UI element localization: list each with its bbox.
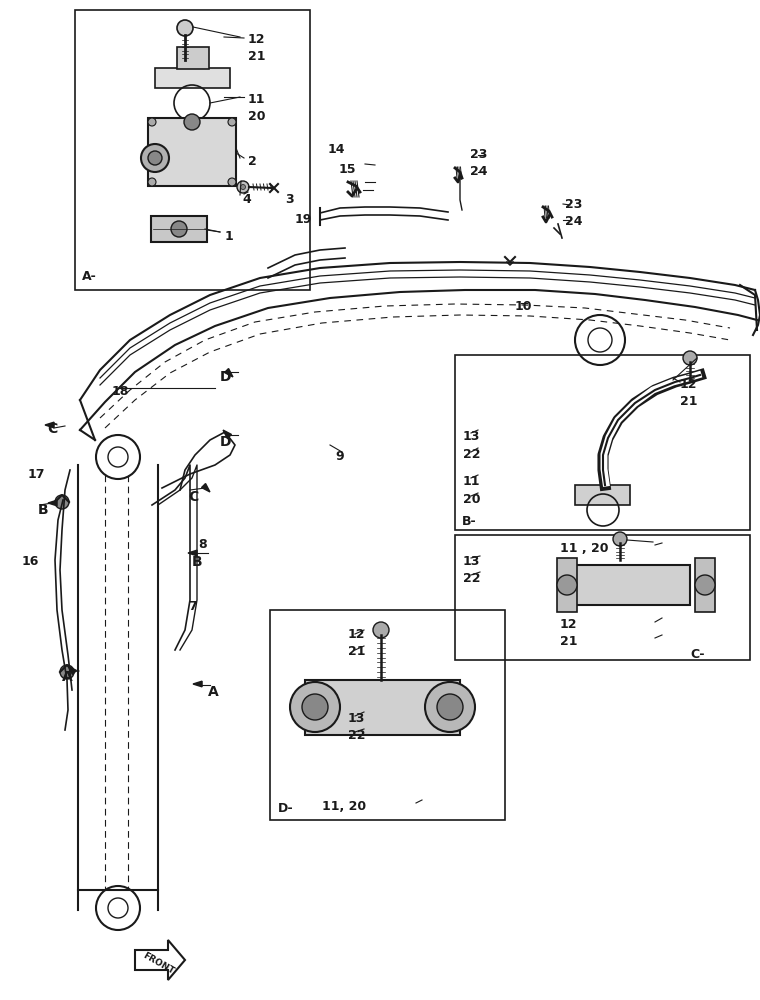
Text: A-: A- — [82, 270, 97, 283]
Text: 4: 4 — [242, 193, 251, 206]
Polygon shape — [135, 940, 185, 980]
Text: 22: 22 — [463, 572, 480, 585]
Text: 17: 17 — [28, 468, 46, 481]
Circle shape — [148, 151, 162, 165]
FancyBboxPatch shape — [148, 118, 236, 186]
FancyBboxPatch shape — [155, 68, 230, 88]
Text: 7: 7 — [188, 600, 197, 613]
Polygon shape — [45, 422, 54, 428]
Text: D: D — [220, 435, 232, 449]
Text: 9: 9 — [335, 450, 344, 463]
Circle shape — [148, 178, 156, 186]
Bar — [270, 610, 505, 820]
Circle shape — [437, 694, 463, 720]
Bar — [455, 535, 750, 660]
Circle shape — [184, 114, 200, 130]
Polygon shape — [193, 681, 202, 687]
Bar — [305, 680, 460, 735]
Text: 21: 21 — [248, 50, 265, 63]
Text: B: B — [192, 555, 203, 569]
Circle shape — [613, 532, 627, 546]
Text: 21: 21 — [680, 395, 698, 408]
Text: 14: 14 — [328, 143, 346, 156]
Text: 19: 19 — [295, 213, 312, 226]
Bar — [695, 558, 715, 612]
Circle shape — [425, 682, 475, 732]
Text: B-: B- — [462, 515, 477, 528]
Circle shape — [171, 221, 187, 237]
Polygon shape — [201, 484, 210, 492]
Bar — [177, 47, 209, 69]
Text: 12: 12 — [560, 618, 578, 631]
Text: 11: 11 — [248, 93, 265, 106]
Text: D: D — [220, 370, 232, 384]
Text: C: C — [47, 422, 57, 436]
Circle shape — [228, 118, 236, 126]
Text: 13: 13 — [463, 555, 480, 568]
Text: 13: 13 — [463, 430, 480, 443]
Text: 15: 15 — [339, 163, 356, 176]
Text: 24: 24 — [470, 165, 487, 178]
Text: 12: 12 — [248, 33, 265, 46]
Circle shape — [60, 665, 74, 679]
Text: 3: 3 — [285, 193, 293, 206]
Text: 12: 12 — [680, 378, 698, 391]
Text: 12: 12 — [348, 628, 366, 641]
Polygon shape — [224, 369, 233, 377]
Text: A: A — [208, 685, 219, 699]
Circle shape — [148, 118, 156, 126]
Circle shape — [683, 351, 697, 365]
Text: C-: C- — [690, 648, 705, 661]
Bar — [75, 10, 310, 290]
Circle shape — [177, 20, 193, 36]
Bar — [557, 558, 577, 612]
Text: 20: 20 — [248, 110, 265, 123]
Bar — [455, 355, 750, 530]
Polygon shape — [223, 430, 232, 438]
Text: 23: 23 — [470, 148, 487, 161]
Circle shape — [141, 144, 169, 172]
Circle shape — [373, 622, 389, 638]
Circle shape — [557, 575, 577, 595]
Text: 11 , 20: 11 , 20 — [560, 542, 609, 555]
Text: 1: 1 — [225, 230, 234, 243]
Bar — [575, 485, 630, 505]
Polygon shape — [188, 550, 197, 556]
Text: 22: 22 — [348, 729, 366, 742]
Text: 21: 21 — [560, 635, 578, 648]
Text: FRONT: FRONT — [141, 950, 176, 976]
Circle shape — [302, 694, 328, 720]
Circle shape — [237, 181, 249, 193]
Text: 18: 18 — [112, 385, 129, 398]
Text: 10: 10 — [515, 300, 533, 313]
Text: B: B — [38, 503, 49, 517]
Circle shape — [695, 575, 715, 595]
Circle shape — [228, 178, 236, 186]
Circle shape — [290, 682, 340, 732]
Bar — [570, 565, 690, 605]
Text: 21: 21 — [348, 645, 366, 658]
Polygon shape — [48, 500, 57, 506]
Text: D-: D- — [278, 802, 293, 815]
Text: 11: 11 — [463, 475, 480, 488]
Circle shape — [55, 495, 69, 509]
Text: A: A — [62, 670, 73, 684]
Text: 23: 23 — [565, 198, 582, 211]
Text: 8: 8 — [198, 538, 207, 551]
Text: 24: 24 — [565, 215, 582, 228]
Text: 20: 20 — [463, 493, 480, 506]
Text: 22: 22 — [463, 448, 480, 461]
Text: 2: 2 — [248, 155, 257, 168]
Circle shape — [240, 184, 245, 190]
Text: C: C — [188, 490, 198, 504]
Text: 13: 13 — [348, 712, 366, 725]
FancyBboxPatch shape — [151, 216, 207, 242]
Text: 16: 16 — [22, 555, 40, 568]
Polygon shape — [68, 666, 77, 674]
Text: 11, 20: 11, 20 — [322, 800, 366, 813]
